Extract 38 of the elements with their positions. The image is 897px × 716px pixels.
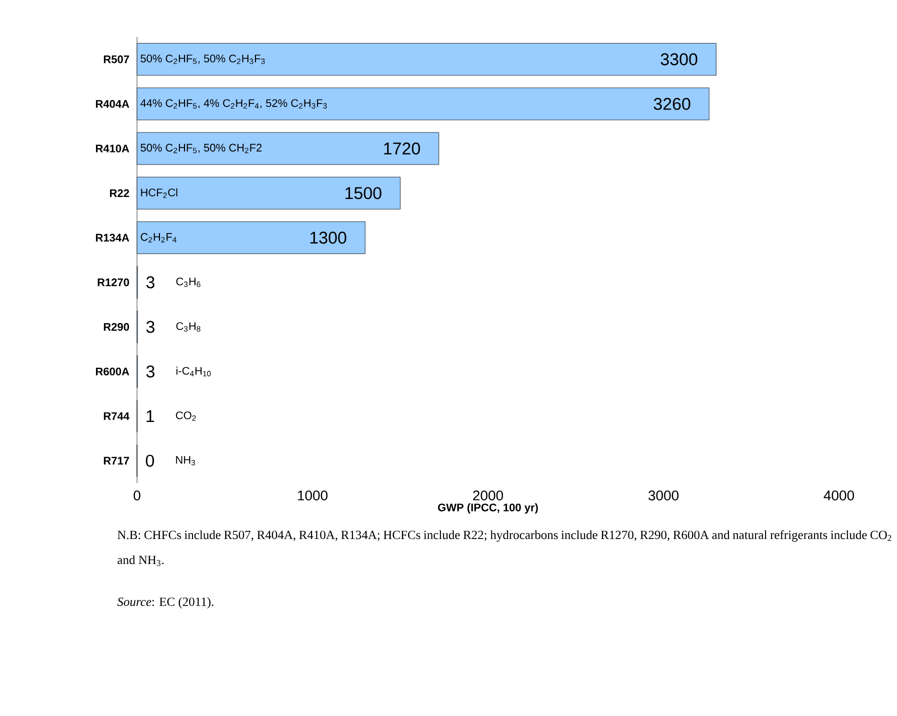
- x-tick-label: 3000: [648, 490, 679, 500]
- data-label: 3: [146, 365, 154, 378]
- y-tick-label: R410A: [96, 144, 130, 152]
- x-axis-title: GWP (IPCC, 100 yr): [438, 503, 538, 514]
- data-label: 1500: [346, 187, 382, 200]
- y-tick-label: R1270: [98, 278, 130, 286]
- y-tick-label: R717: [104, 456, 129, 464]
- x-tick-label: 4000: [824, 490, 854, 500]
- y-tick-label: R134A: [96, 234, 130, 242]
- y-tick-label: R744: [104, 412, 130, 420]
- x-tick-label: 0: [134, 490, 140, 500]
- data-label: 3260: [654, 98, 690, 110]
- y-tick-label: R507: [104, 55, 129, 64]
- text: 50% C$_{2}$HF$_{5}$, 50% C$_{2}$H$_{3}$F$_{3}$: [140, 54, 265, 64]
- annotation: i-C$_{4}$H$_{10}$: [176, 366, 211, 376]
- y-tick-label: R22: [110, 189, 130, 197]
- y-tick-label: R404A: [96, 100, 130, 108]
- data-label: 1300: [310, 232, 346, 244]
- annotation: C$_{3}$H$_{8}$: [176, 322, 200, 332]
- data-label: 0: [146, 454, 154, 467]
- text: Source: EC (2011).: [117, 597, 214, 609]
- y-tick-label: R600A: [96, 368, 130, 376]
- data-label: 1: [146, 410, 154, 422]
- y-tick-label: R290: [104, 323, 130, 331]
- data-label: 3300: [660, 53, 698, 66]
- annotation: HCF$_{2}$Cl: [141, 188, 178, 198]
- data-label: 3: [146, 320, 154, 333]
- annotation: C$_{2}$H$_{2}$F$_{4}$: [140, 233, 176, 242]
- annotation: NH$_{3}$: [176, 456, 196, 466]
- annotation: CO$_{2}$: [176, 411, 196, 421]
- annotation: C$_{3}$H$_{6}$: [176, 278, 200, 288]
- text: 44% C$_{2}$HF$_{5}$, 4% C$_{2}$H$_{2}$F$_{4}$, 52% C$_{2}$H$_{3}$F$_{3}$: [140, 99, 327, 109]
- x-tick-label: 2000: [473, 490, 504, 500]
- text: N.B: CHFCs include R507, R404A, R410A, R134A; HCFCs include R22; hydrocarbons include R1270, R290, R600A and natural refrigerants include CO$_{2}$ and NH$_{3}$.: [118, 530, 892, 566]
- annotation: 50% C$_{2}$HF$_{5}$, 50% CH$_{2}$F2: [140, 144, 262, 154]
- data-label: 3: [146, 276, 154, 288]
- data-label: 1720: [384, 142, 420, 155]
- x-tick-label: 1000: [298, 490, 328, 500]
